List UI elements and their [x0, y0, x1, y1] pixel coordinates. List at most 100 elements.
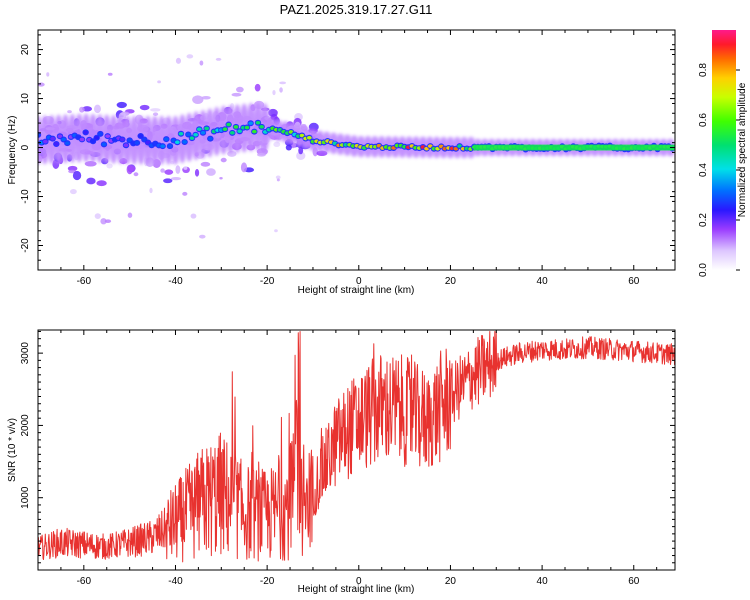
snr-x-tick-label: 40 [537, 576, 549, 587]
spectrogram-band-core [163, 137, 169, 141]
spectrogram-band-core [193, 132, 199, 137]
spectrogram-outlier-blob [276, 178, 280, 182]
spectrogram-band-core [222, 127, 228, 131]
spectrogram-band-core [141, 137, 147, 142]
spectrogram-outlier-blob [272, 89, 276, 96]
spectrogram-band-core [90, 139, 96, 144]
spectrogram-band-core [53, 142, 59, 146]
spectrogram-noise-blob [273, 141, 281, 148]
spectrogram-noise-blob [127, 166, 136, 171]
spectrogram-outlier-blob [219, 177, 223, 180]
spectrogram-band-core [259, 125, 265, 129]
spectrogram-band-core [64, 141, 70, 145]
colorbar-tick-label: 0.4 [698, 163, 709, 177]
spectrogram-band-core [94, 136, 100, 140]
spectrogram-band-core [204, 126, 210, 131]
spectrogram-band-core [167, 144, 173, 148]
spectrogram-noise-blob [240, 162, 248, 173]
spectrogram-y-tick-label: 10 [20, 93, 31, 105]
snr-x-tick-label: -60 [77, 576, 92, 587]
spectrogram-y-label: Frequency (Hz) [7, 116, 18, 185]
spectrogram-halo [53, 114, 64, 164]
spectrogram-band-core [57, 134, 63, 139]
spectrogram-band-core [237, 129, 243, 134]
spectrogram-band-core [123, 143, 129, 148]
colorbar-ticks: 0.0 0.2 0.4 0.6 0.8 [698, 63, 740, 277]
spectrogram-noise-blob [116, 101, 127, 109]
spectrogram-outlier-blob [107, 72, 113, 76]
snr-y-label: SNR (10 * v/v) [7, 418, 18, 482]
spectrogram-y-tick-label: 0 [20, 144, 31, 150]
spectrogram-outlier-blob [69, 188, 77, 195]
spectrogram-noise-blob [96, 180, 107, 187]
spectrogram-outlier-blob [279, 81, 287, 85]
spectrogram-outlier-blob [100, 218, 107, 225]
spectrogram-outlier-blob [94, 213, 101, 219]
spectrogram-noise-blob [133, 172, 139, 177]
snr-ticks: -60 -40 -20 0 20 40 60 1000 2000 3000 [20, 330, 675, 587]
spectrogram-band-core [61, 137, 67, 142]
spectrogram-x-tick-label: -40 [168, 276, 183, 287]
spectrogram-noise-blob [192, 95, 204, 105]
spectrogram-halo [129, 115, 140, 165]
snr-panel: -60 -40 -20 0 20 40 60 1000 2000 3000 Height of s… [7, 329, 676, 595]
spectrogram-x-tick-label: 40 [537, 276, 549, 287]
colorbar: 0.0 0.2 0.4 0.6 0.8 Normalized spectral ampl… [698, 30, 748, 277]
spectrogram-y-tick-label: 20 [20, 44, 31, 56]
spectrogram-outlier-blob [149, 187, 153, 194]
spectrogram-band-core [306, 135, 312, 140]
colorbar-label: Normalized spectral amplitude [737, 82, 748, 217]
spectrogram-band-core [83, 130, 89, 135]
spectrogram-band-core [255, 120, 261, 125]
spectrogram-noise-blob [152, 112, 159, 116]
spectrogram-noise-blob [163, 178, 173, 184]
snr-x-tick-label: 20 [445, 576, 457, 587]
spectrogram-y-tick-label: -20 [20, 238, 31, 253]
spectrogram-band-core [299, 133, 305, 138]
spectrogram-noise-blob [164, 169, 174, 175]
spectrogram-outlier-blob [279, 87, 283, 93]
spectrogram-outlier-blob [199, 234, 206, 239]
spectrogram-x-tick-label: -20 [260, 276, 275, 287]
spectrogram-outlier-blob [104, 219, 112, 224]
spectrogram-halo [136, 115, 147, 165]
spectrogram-band-core [174, 140, 180, 145]
spectrogram-x-tick-label: 0 [356, 276, 362, 287]
spectrogram-panel: -60 -40 -20 0 20 40 60 20 10 0 -10 -20 Height of st… [7, 29, 676, 296]
spectrogram-halo [156, 115, 167, 165]
spectrogram-outlier-blob [182, 191, 188, 196]
spectrogram-band-core [138, 134, 144, 138]
spectrogram-band-core [119, 137, 125, 142]
colorbar-tick-label: 0.2 [698, 213, 709, 227]
spectrogram-band-core [127, 138, 133, 143]
spectrogram-x-tick-label: -60 [77, 276, 92, 287]
spectrogram-outlier-blob [186, 54, 194, 59]
spectrogram-noise-blob [150, 108, 161, 112]
spectrogram-noise-blob [175, 165, 181, 174]
spectrogram-band-core [79, 137, 85, 142]
spectrogram-noise-blob [68, 169, 76, 174]
spectrogram-x-tick-label: 60 [628, 276, 640, 287]
spectrogram-outlier-blob [79, 106, 85, 113]
spectrogram-noise-blob [254, 83, 261, 92]
spectrogram-band-core [101, 142, 107, 147]
colorbar-tick-label: 0.0 [698, 263, 709, 277]
snr-y-tick-label: 2000 [20, 414, 31, 437]
spectrogram-y-tick-label: -10 [20, 189, 31, 204]
spectrogram-outlier-blob [215, 57, 222, 61]
spectrogram-outlier-blob [127, 212, 133, 218]
figure-title: PAZ1.2025.319.17.27.G11 [280, 2, 433, 17]
spectrogram-noise-blob [93, 104, 101, 114]
spectrogram-band-core [42, 139, 48, 144]
spectrogram-band-core [251, 129, 257, 134]
spectrogram-noise-blob [106, 163, 113, 169]
spectrogram-outlier-blob [157, 80, 161, 84]
snr-x-tick-label: 0 [356, 576, 362, 587]
spectrogram-noise-blob [67, 110, 72, 114]
spectrogram-band-core [182, 140, 188, 144]
spectrogram-noise-blob [170, 176, 182, 181]
snr-y-tick-label: 1000 [20, 486, 31, 509]
spectrogram-halo [81, 113, 92, 163]
spectrogram-noise-blob [86, 177, 96, 185]
